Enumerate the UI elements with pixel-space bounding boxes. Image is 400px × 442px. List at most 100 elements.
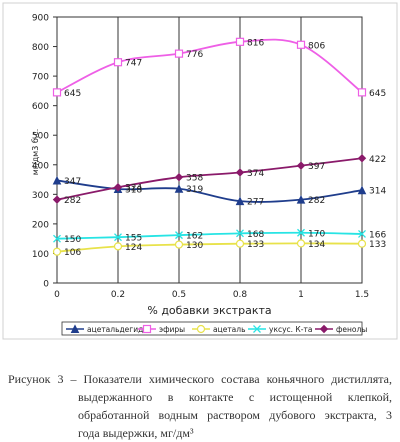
legend-label: ацеталь [213, 325, 246, 334]
x-tick-label: 1 [298, 290, 304, 300]
data-label: 124 [125, 243, 142, 253]
data-point [296, 239, 306, 248]
data-label: 422 [369, 155, 386, 165]
series-1: 645 747 776 816 806 645 [56, 38, 386, 99]
legend-marker [70, 324, 80, 333]
x-axis-title: % добавки экстракта [147, 304, 271, 317]
data-label: 155 [125, 234, 142, 244]
data-point [357, 154, 367, 163]
data-point [114, 233, 122, 242]
data-label: 397 [308, 162, 325, 172]
data-label: 282 [308, 196, 325, 206]
data-label: 130 [186, 241, 203, 251]
data-point [52, 88, 62, 97]
legend-marker [253, 325, 261, 333]
y-tick-label: 100 [32, 250, 49, 260]
data-point [236, 229, 244, 238]
data-label: 277 [247, 198, 264, 208]
data-point [52, 175, 62, 185]
data-point [235, 37, 245, 46]
legend-label: уксус. К-та [269, 325, 312, 334]
series-line [56, 38, 363, 94]
y-tick-label: 200 [32, 220, 49, 230]
plot-area [56, 16, 363, 284]
data-point [235, 239, 245, 248]
x-tick-label: 0.2 [111, 290, 125, 300]
data-point [296, 40, 306, 49]
data-point [52, 247, 62, 256]
y-tick-label: 400 [32, 161, 49, 171]
data-label: 133 [247, 240, 264, 250]
data-point [357, 185, 367, 195]
data-point [113, 183, 123, 192]
data-point [175, 231, 183, 240]
data-point [174, 240, 184, 249]
legend-marker [142, 324, 152, 334]
series-line [56, 157, 363, 201]
data-point [296, 195, 306, 204]
data-label: 324 [125, 184, 142, 194]
data-label: 747 [125, 59, 142, 69]
series-4: 282 324 358 374 397 422 [56, 155, 386, 206]
y-tick-label: 600 [32, 102, 49, 112]
data-label: 170 [308, 229, 325, 239]
x-tick-label: 0.8 [233, 290, 248, 300]
series-line [56, 242, 363, 253]
series-line [56, 231, 363, 240]
data-point [357, 239, 367, 248]
y-tick-label: 500 [32, 132, 49, 142]
series-3: 150 155 162 168 170 166 [56, 229, 386, 245]
x-tick-label: 1.5 [355, 290, 369, 300]
data-label: 318 [125, 186, 142, 196]
legend-box [61, 321, 363, 336]
data-point [358, 229, 366, 238]
data-label: 319 [186, 185, 203, 195]
data-label: 314 [369, 187, 386, 197]
data-label: 645 [369, 89, 386, 99]
data-point [235, 168, 245, 177]
data-point [357, 88, 367, 97]
data-label: 168 [247, 230, 264, 240]
data-label: 645 [64, 89, 81, 99]
legend-marker [196, 324, 206, 334]
data-label: 282 [64, 196, 81, 206]
data-point [296, 161, 306, 170]
figure-caption: Рисунок 3 – Показатели химического соста… [8, 370, 392, 442]
chart: 0 100 200 300 400 500 600 700 800 900 0 0.2 0.5 0.8 1 1… [2, 2, 398, 340]
legend-label: фенолы [336, 325, 367, 334]
data-label: 347 [64, 177, 81, 187]
data-label: 166 [369, 230, 386, 240]
y-tick-label: 300 [32, 191, 49, 201]
data-point [53, 234, 61, 243]
legend-label: ацетальдегид [87, 325, 143, 334]
data-label: 776 [186, 50, 203, 60]
data-label: 106 [64, 248, 81, 258]
y-tick-label: 700 [32, 73, 49, 83]
data-label: 358 [186, 174, 203, 184]
data-point [52, 195, 62, 204]
y-tick-label: 800 [32, 43, 49, 53]
line-chart: 0 100 200 300 400 500 600 700 800 900 0 0.2 0.5 0.8 1 1… [2, 2, 398, 340]
data-label: 162 [186, 232, 203, 242]
data-label: 374 [247, 169, 264, 179]
data-label: 816 [247, 38, 264, 48]
data-point [174, 172, 184, 182]
data-point [113, 58, 123, 67]
caption-line-3: обработанной водным раствором дубового э… [78, 408, 392, 422]
data-point [174, 184, 184, 193]
caption-line-1: Рисунок 3 – Показатели химического соста… [8, 372, 392, 386]
x-tick-label: 0 [54, 290, 60, 300]
y-tick-label: 0 [43, 280, 49, 290]
data-point [235, 196, 245, 206]
series-2: 106 124 130 133 134 133 [56, 240, 386, 258]
data-label: 806 [308, 41, 325, 51]
data-point [174, 49, 184, 58]
legend-label: эфиры [159, 325, 185, 334]
legend-marker [319, 324, 329, 334]
data-label: 133 [369, 240, 386, 250]
data-point [113, 242, 123, 251]
caption-line-2: выдержанного в контакте с истощенной кле… [78, 390, 392, 404]
y-axis-title: мг/дм3 б.с. [31, 129, 40, 176]
data-point [297, 228, 305, 237]
data-label: 134 [308, 240, 325, 250]
